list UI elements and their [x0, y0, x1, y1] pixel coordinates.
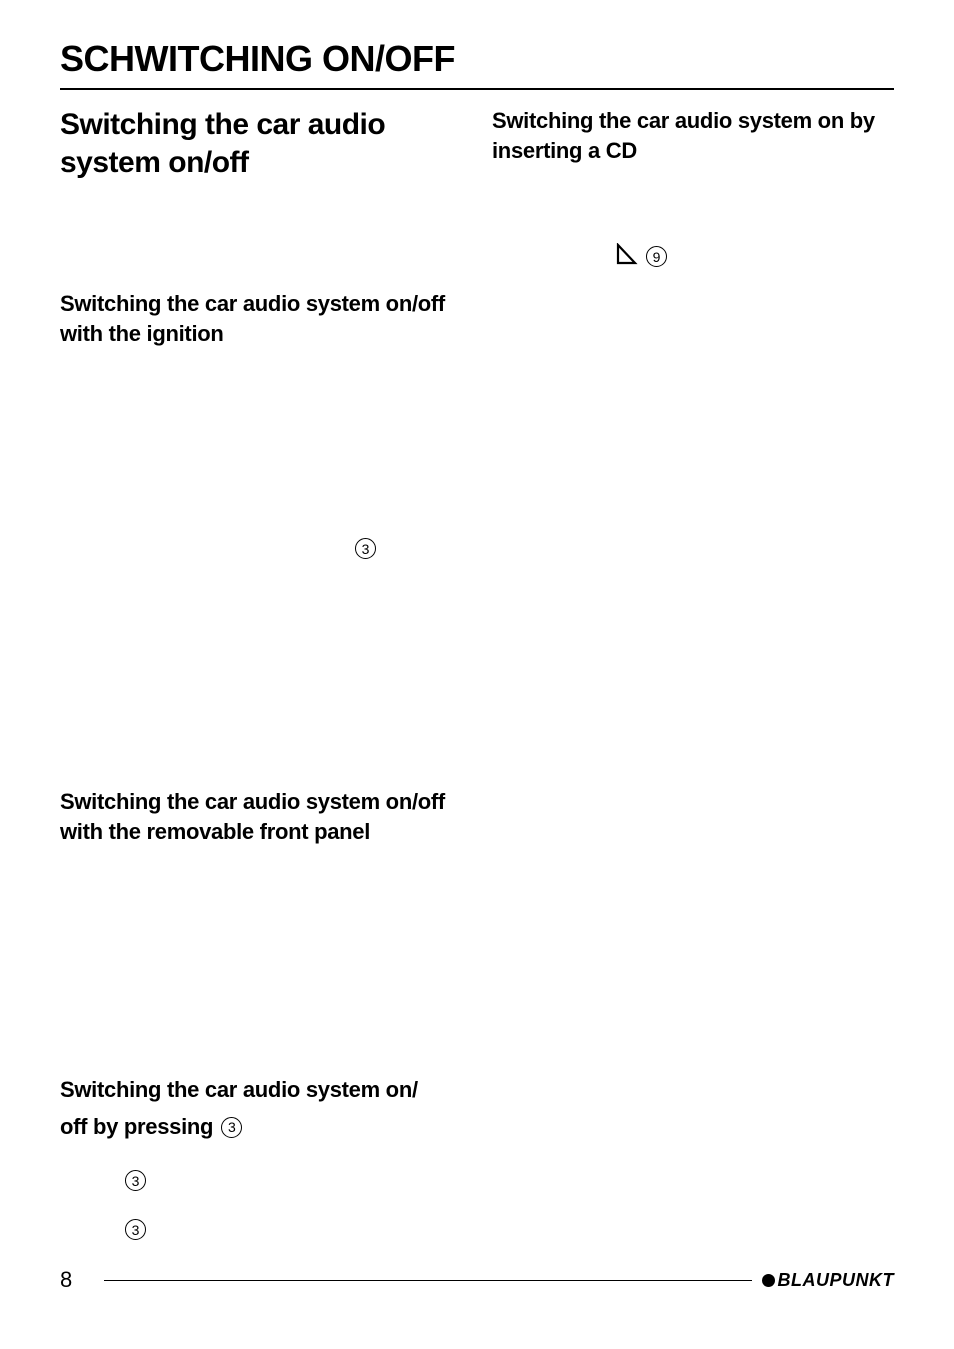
- eject-icon: [616, 243, 638, 270]
- brand-dot-icon: [762, 1274, 775, 1287]
- page-footer: 8 BLAUPUNKT: [60, 1267, 894, 1293]
- circled-number-3-a: 3: [125, 1170, 146, 1191]
- circled-3-standalone: 3: [60, 538, 462, 559]
- circled-3-row1: 3: [60, 1170, 462, 1191]
- brand-text: BLAUPUNKT: [778, 1270, 895, 1291]
- circled-3-row2: 3: [60, 1219, 462, 1240]
- title-divider: [60, 88, 894, 90]
- subheading-ignition: Switching the car audio system on/off wi…: [60, 289, 462, 348]
- subheading-front-panel: Switching the car audio system on/off wi…: [60, 787, 462, 846]
- content-columns: Switching the car audio system on/off Sw…: [60, 106, 894, 1240]
- subheading-insert-cd: Switching the car audio system on by ins…: [492, 106, 894, 165]
- section-heading-left: Switching the car audio system on/off: [60, 106, 462, 181]
- main-title: SCHWITCHING ON/OFF: [60, 38, 894, 80]
- brand-logo: BLAUPUNKT: [752, 1270, 895, 1291]
- subheading-press-line2: off by pressing: [60, 1112, 213, 1142]
- subheading-press-line1: Switching the car audio system on/: [60, 1075, 418, 1105]
- circled-number-9: 9: [646, 246, 667, 267]
- circled-number-3-inline: 3: [221, 1117, 242, 1138]
- subheading-press-button: Switching the car audio system on/ off b…: [60, 1075, 462, 1142]
- page-number: 8: [60, 1267, 88, 1293]
- circled-number-3: 3: [355, 538, 376, 559]
- circled-number-3-b: 3: [125, 1219, 146, 1240]
- eject-group: 9: [492, 243, 894, 270]
- right-column: Switching the car audio system on by ins…: [492, 106, 894, 1240]
- left-column: Switching the car audio system on/off Sw…: [60, 106, 462, 1240]
